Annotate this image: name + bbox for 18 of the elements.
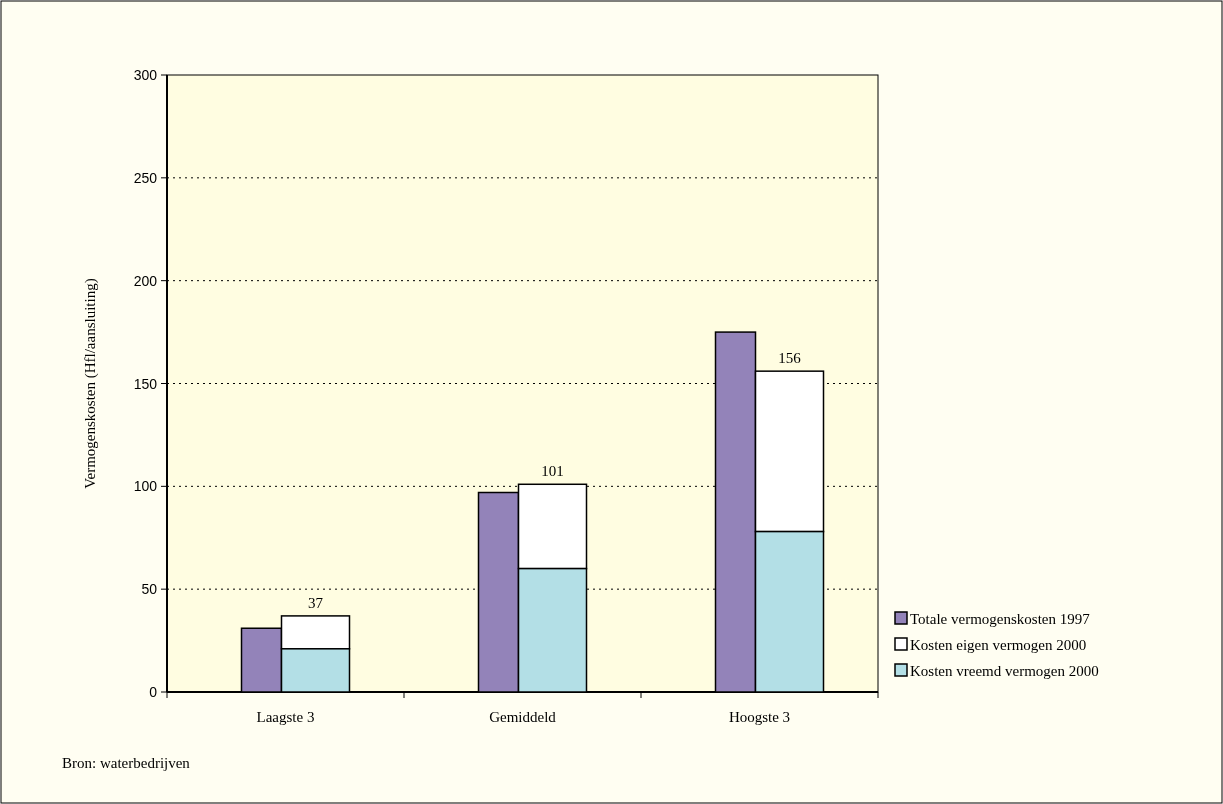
y-tick-label: 150 [133,375,158,392]
annotation: 37 [308,594,324,611]
text: Bron: waterbedrijven [62,755,191,771]
y-tick-label: 250 [133,169,158,186]
y-tick-label: 50 [141,581,158,598]
x-tick-label: Gemiddeld [489,709,557,725]
legend-label: Kosten eigen vermogen 2000 [910,637,1087,653]
y-tick-label: 300 [133,67,158,83]
annotation: 101 [541,463,564,480]
y-tick-label: 200 [133,272,158,289]
annotation: 156 [778,350,802,367]
y-tick-label: 100 [133,478,158,495]
x-tick-label: Hoogste 3 [728,709,791,725]
y-axis-title: Vermogenskosten (Hfl/aansluiting) [82,278,99,489]
x-tick-label: Laagste 3 [256,709,315,725]
legend-label: Kosten vreemd vermogen 2000 [910,663,1099,679]
y-tick-label: 0 [149,684,158,700]
legend-label: Totale vermogenskosten 1997 [910,611,1091,627]
